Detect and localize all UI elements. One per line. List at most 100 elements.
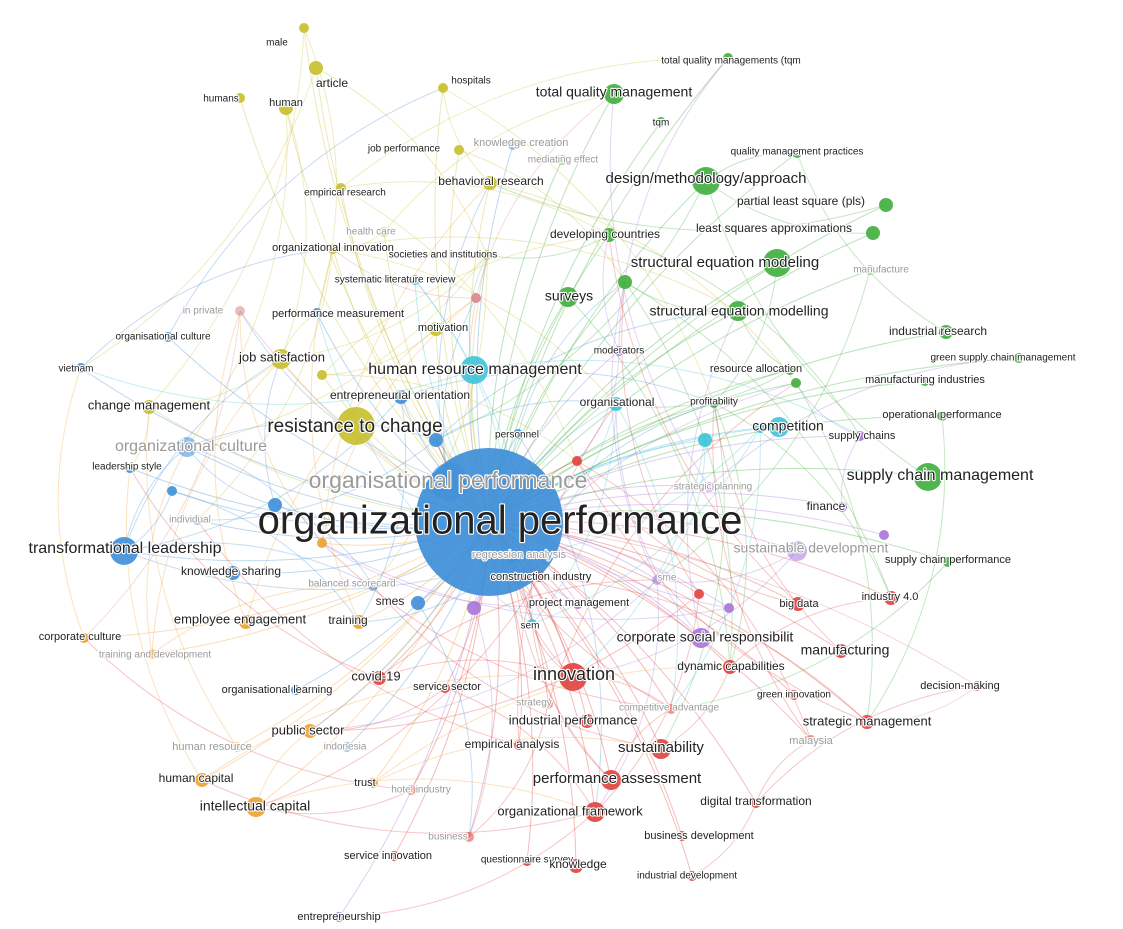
keyword-node[interactable] bbox=[860, 715, 874, 729]
keyword-label[interactable]: service innovation bbox=[343, 849, 433, 863]
keyword-node[interactable] bbox=[879, 198, 893, 212]
keyword-node[interactable] bbox=[920, 376, 930, 386]
keyword-node[interactable] bbox=[394, 390, 408, 404]
keyword-node[interactable] bbox=[543, 699, 553, 709]
keyword-node[interactable] bbox=[309, 61, 323, 75]
keyword-label[interactable]: organizational innovation bbox=[271, 241, 395, 255]
unlabeled-node[interactable] bbox=[471, 293, 481, 303]
keyword-node[interactable] bbox=[177, 437, 197, 457]
keyword-label[interactable]: sustainability bbox=[617, 738, 706, 757]
keyword-node[interactable] bbox=[677, 831, 687, 841]
keyword-label[interactable]: total quality management bbox=[535, 83, 694, 101]
keyword-label[interactable]: organizational culture bbox=[114, 437, 268, 456]
keyword-node[interactable] bbox=[792, 148, 802, 158]
keyword-label[interactable]: operational performance bbox=[881, 408, 1002, 422]
keyword-label[interactable]: trust bbox=[353, 776, 377, 790]
keyword-label[interactable]: leadership style bbox=[91, 461, 163, 474]
keyword-node[interactable] bbox=[939, 325, 953, 339]
keyword-node[interactable] bbox=[110, 537, 138, 565]
keyword-label[interactable]: partial least square (pls) bbox=[736, 193, 866, 209]
keyword-node[interactable] bbox=[406, 785, 416, 795]
keyword-label[interactable]: societies and institutions bbox=[388, 249, 499, 262]
keyword-label[interactable]: business bbox=[427, 831, 469, 844]
keyword-node[interactable] bbox=[483, 176, 497, 190]
keyword-label[interactable]: human resource management bbox=[367, 360, 583, 379]
keyword-label[interactable]: covid-19 bbox=[350, 667, 401, 684]
keyword-node[interactable] bbox=[430, 463, 468, 501]
keyword-label[interactable]: employee engagement bbox=[173, 610, 308, 627]
keyword-node[interactable] bbox=[303, 724, 317, 738]
keyword-node[interactable] bbox=[580, 714, 594, 728]
keyword-node[interactable] bbox=[522, 856, 532, 866]
keyword-label[interactable]: project management bbox=[528, 596, 630, 610]
keyword-node[interactable] bbox=[557, 155, 567, 165]
keyword-label[interactable]: industrial performance bbox=[508, 711, 639, 728]
keyword-node[interactable] bbox=[614, 346, 624, 356]
keyword-label[interactable]: profitability bbox=[689, 396, 739, 409]
keyword-node[interactable] bbox=[723, 660, 737, 674]
keyword-label[interactable]: vietnam bbox=[57, 363, 94, 376]
keyword-label[interactable]: job satisfaction bbox=[237, 348, 326, 365]
keyword-node[interactable] bbox=[389, 851, 399, 861]
keyword-node[interactable] bbox=[585, 802, 605, 822]
keyword-node[interactable] bbox=[789, 690, 799, 700]
keyword-node[interactable] bbox=[791, 597, 805, 611]
keyword-node[interactable] bbox=[787, 541, 807, 561]
keyword-node[interactable] bbox=[652, 575, 662, 585]
keyword-node[interactable] bbox=[723, 53, 733, 63]
keyword-label[interactable]: human resource bbox=[171, 740, 253, 754]
keyword-label[interactable]: motivation bbox=[417, 321, 469, 335]
keyword-node[interactable] bbox=[460, 356, 488, 384]
unlabeled-node[interactable] bbox=[317, 370, 327, 380]
keyword-label[interactable]: resistance to change bbox=[266, 415, 444, 438]
keyword-node[interactable] bbox=[163, 332, 173, 342]
keyword-node[interactable] bbox=[937, 411, 947, 421]
hub-label[interactable]: organizational performance bbox=[257, 497, 744, 543]
keyword-label[interactable]: construction industry bbox=[489, 570, 593, 584]
keyword-node[interactable] bbox=[147, 649, 157, 659]
keyword-node[interactable] bbox=[372, 671, 386, 685]
keyword-label[interactable]: behavioral research bbox=[437, 173, 545, 189]
keyword-label[interactable]: tqm bbox=[652, 117, 671, 130]
keyword-label[interactable]: supply chains bbox=[828, 429, 897, 443]
keyword-node[interactable] bbox=[559, 663, 587, 691]
keyword-node[interactable] bbox=[651, 739, 671, 759]
keyword-node[interactable] bbox=[337, 407, 375, 445]
keyword-node[interactable] bbox=[513, 429, 523, 439]
keyword-label[interactable]: green innovation bbox=[756, 689, 832, 702]
keyword-node[interactable] bbox=[656, 117, 666, 127]
keyword-node[interactable] bbox=[312, 308, 322, 318]
unlabeled-node[interactable] bbox=[572, 456, 582, 466]
keyword-label[interactable]: corporate culture bbox=[38, 630, 123, 644]
keyword-node[interactable] bbox=[271, 349, 291, 369]
keyword-node[interactable] bbox=[410, 275, 420, 285]
keyword-node[interactable] bbox=[438, 83, 448, 93]
unlabeled-node[interactable] bbox=[791, 378, 801, 388]
keyword-node[interactable] bbox=[464, 832, 474, 842]
keyword-label[interactable]: change management bbox=[87, 396, 212, 413]
keyword-label[interactable]: humans bbox=[202, 93, 240, 106]
keyword-label[interactable]: corporate social responsibilit bbox=[616, 628, 795, 646]
keyword-label[interactable]: smes bbox=[375, 593, 406, 609]
keyword-node[interactable] bbox=[379, 227, 389, 237]
keyword-node[interactable] bbox=[806, 735, 816, 745]
keyword-label[interactable]: human bbox=[268, 96, 304, 110]
keyword-label[interactable]: male bbox=[265, 37, 289, 50]
keyword-label[interactable]: sem bbox=[519, 620, 540, 633]
keyword-node[interactable] bbox=[687, 871, 697, 881]
keyword-node[interactable] bbox=[291, 685, 301, 695]
keyword-node[interactable] bbox=[232, 742, 242, 752]
keyword-label[interactable]: organisational bbox=[579, 394, 656, 410]
unlabeled-node[interactable] bbox=[268, 498, 282, 512]
keyword-node[interactable] bbox=[837, 502, 847, 512]
keyword-label[interactable]: service sector bbox=[412, 680, 482, 694]
unlabeled-node[interactable] bbox=[698, 433, 712, 447]
keyword-label[interactable]: training and development bbox=[98, 649, 213, 662]
keyword-node[interactable] bbox=[691, 628, 711, 648]
keyword-node[interactable] bbox=[279, 101, 293, 115]
keyword-node[interactable] bbox=[226, 566, 240, 580]
keyword-label[interactable]: resource allocation bbox=[709, 362, 804, 376]
keyword-node[interactable] bbox=[785, 365, 795, 375]
keyword-label[interactable]: personnel bbox=[494, 429, 540, 442]
keyword-node[interactable] bbox=[514, 740, 524, 750]
